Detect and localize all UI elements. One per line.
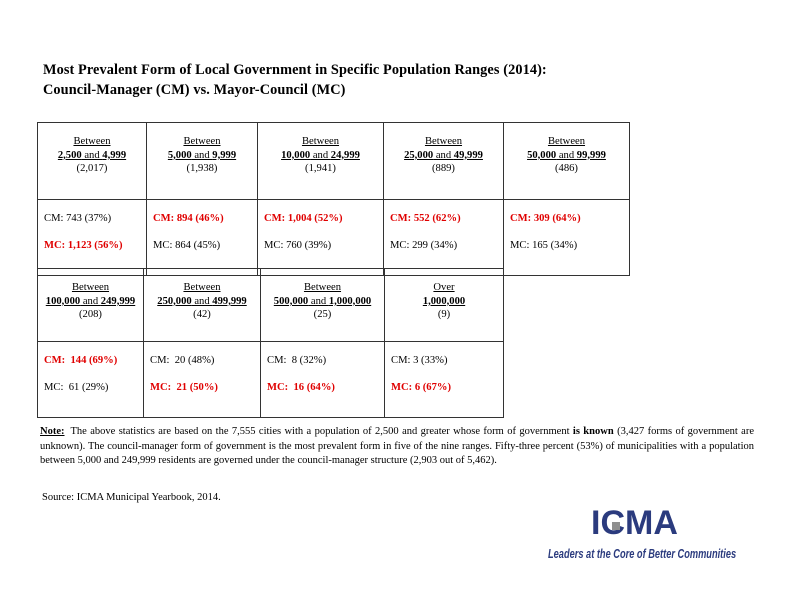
mc-value: MC: 16 (64%) bbox=[267, 382, 335, 393]
cm-value: CM: 1,004 (52%) bbox=[264, 213, 343, 224]
population-table-2: Between 100,000 and 249,999 (208) Betwee… bbox=[37, 268, 504, 418]
note-label: Note: bbox=[40, 426, 65, 437]
range-count: (486) bbox=[555, 163, 578, 175]
table-value-cell: CM: 8 (32%) MC: 16 (64%) bbox=[260, 341, 385, 418]
cm-value: CM: 3 (33%) bbox=[391, 355, 448, 366]
table-header-cell: Over 1,000,000 (9) bbox=[384, 268, 504, 342]
table-row: Between 100,000 and 249,999 (208) Betwee… bbox=[37, 268, 504, 342]
range-values: 2,500 and 4,999 bbox=[57, 149, 127, 161]
range-label: Over bbox=[433, 282, 455, 293]
range-values: 100,000 and 249,999 bbox=[45, 295, 136, 307]
range-label: Between bbox=[303, 282, 342, 293]
cm-value: CM: 20 (48%) bbox=[150, 355, 215, 366]
range-label: Between bbox=[73, 136, 111, 147]
table-header-cell: Between 50,000 and 99,999 (486) bbox=[503, 122, 630, 200]
table-header-cell: Between 10,000 and 24,999 (1,941) bbox=[257, 122, 384, 200]
range-count: (1,938) bbox=[186, 163, 218, 175]
range-values: 10,000 and 24,999 bbox=[281, 149, 360, 161]
page-title-line1: Most Prevalent Form of Local Government … bbox=[43, 62, 547, 78]
range-label: Between bbox=[71, 282, 110, 293]
mc-value: MC: 21 (50%) bbox=[150, 382, 218, 393]
range-count: (2,017) bbox=[76, 163, 108, 175]
mc-value: MC: 1,123 (56%) bbox=[44, 240, 123, 251]
range-values: 250,000 and 499,999 bbox=[157, 295, 247, 307]
mc-value: MC: 864 (45%) bbox=[153, 240, 221, 251]
table-header-cell: Between 100,000 and 249,999 (208) bbox=[37, 268, 144, 342]
mc-value: MC: 61 (29%) bbox=[44, 382, 109, 393]
table-value-cell: CM: 144 (69%) MC: 61 (29%) bbox=[37, 341, 144, 418]
cm-value: CM: 144 (69%) bbox=[44, 355, 118, 366]
cm-value: CM: 309 (64%) bbox=[510, 213, 581, 224]
range-count: (889) bbox=[432, 163, 455, 175]
icma-logo: ICMA bbox=[591, 504, 678, 542]
cm-value: CM: 552 (62%) bbox=[390, 213, 461, 224]
range-label: Between bbox=[301, 136, 340, 147]
cm-value: CM: 8 (32%) bbox=[267, 355, 327, 366]
table-value-cell: CM: 552 (62%) MC: 299 (34%) bbox=[383, 199, 504, 276]
table-value-cell: CM: 1,004 (52%) MC: 760 (39%) bbox=[257, 199, 384, 276]
table-header-cell: Between 5,000 and 9,999 (1,938) bbox=[146, 122, 258, 200]
range-count: (9) bbox=[437, 309, 451, 321]
note-text-1: The above statistics are based on the 7,… bbox=[70, 426, 573, 437]
range-label: Between bbox=[547, 136, 586, 147]
cm-value: CM: 743 (37%) bbox=[44, 213, 112, 224]
table-header-cell: Between 250,000 and 499,999 (42) bbox=[143, 268, 261, 342]
range-label: Between bbox=[183, 282, 221, 293]
mc-value: MC: 165 (34%) bbox=[510, 240, 578, 251]
range-values: 500,000 and 1,000,000 bbox=[273, 295, 372, 307]
table-value-cell: CM: 309 (64%) MC: 165 (34%) bbox=[503, 199, 630, 276]
mc-value: MC: 760 (39%) bbox=[264, 240, 332, 251]
range-count: (25) bbox=[313, 309, 332, 321]
range-values: 25,000 and 49,999 bbox=[404, 149, 483, 161]
population-table-1: Between 2,500 and 4,999 (2,017) Between … bbox=[37, 122, 630, 276]
table-value-cell: CM: 894 (46%) MC: 864 (45%) bbox=[146, 199, 258, 276]
table-header-cell: Between 2,500 and 4,999 (2,017) bbox=[37, 122, 147, 200]
table-value-cell: CM: 743 (37%) MC: 1,123 (56%) bbox=[37, 199, 147, 276]
table-value-cell: CM: 20 (48%) MC: 21 (50%) bbox=[143, 341, 261, 418]
mc-value: MC: 299 (34%) bbox=[390, 240, 458, 251]
range-label: Between bbox=[183, 136, 221, 147]
icma-logo-square-icon bbox=[612, 522, 620, 530]
table-header-cell: Between 500,000 and 1,000,000 (25) bbox=[260, 268, 385, 342]
range-values: 1,000,000 bbox=[422, 295, 466, 307]
page-title: Most Prevalent Form of Local Government … bbox=[43, 60, 547, 100]
range-values: 5,000 and 9,999 bbox=[167, 149, 237, 161]
source-line: Source: ICMA Municipal Yearbook, 2014. bbox=[42, 492, 221, 503]
page-title-line2: Council-Manager (CM) vs. Mayor-Council (… bbox=[43, 82, 346, 98]
icma-logo-tagline: Leaders at the Core of Better Communitie… bbox=[548, 547, 737, 561]
cm-value: CM: 894 (46%) bbox=[153, 213, 224, 224]
range-count: (1,941) bbox=[305, 163, 336, 175]
note-text-2: (3,427 forms of government are unknown).… bbox=[40, 426, 754, 466]
table-header-cell: Between 25,000 and 49,999 (889) bbox=[383, 122, 504, 200]
range-count: (42) bbox=[193, 309, 211, 321]
footnote: Note: The above statistics are based on t… bbox=[40, 425, 754, 469]
range-count: (208) bbox=[79, 309, 102, 321]
table-row: CM: 144 (69%) MC: 61 (29%) CM: 20 (48%) … bbox=[37, 341, 504, 418]
note-bold-phrase: is known bbox=[572, 426, 614, 437]
range-values: 50,000 and 99,999 bbox=[527, 149, 606, 161]
mc-value: MC: 6 (67%) bbox=[391, 382, 452, 393]
range-label: Between bbox=[424, 136, 463, 147]
table-row: Between 2,500 and 4,999 (2,017) Between … bbox=[37, 122, 630, 200]
table-value-cell: CM: 3 (33%) MC: 6 (67%) bbox=[384, 341, 504, 418]
table-row: CM: 743 (37%) MC: 1,123 (56%) CM: 894 (4… bbox=[37, 199, 630, 276]
